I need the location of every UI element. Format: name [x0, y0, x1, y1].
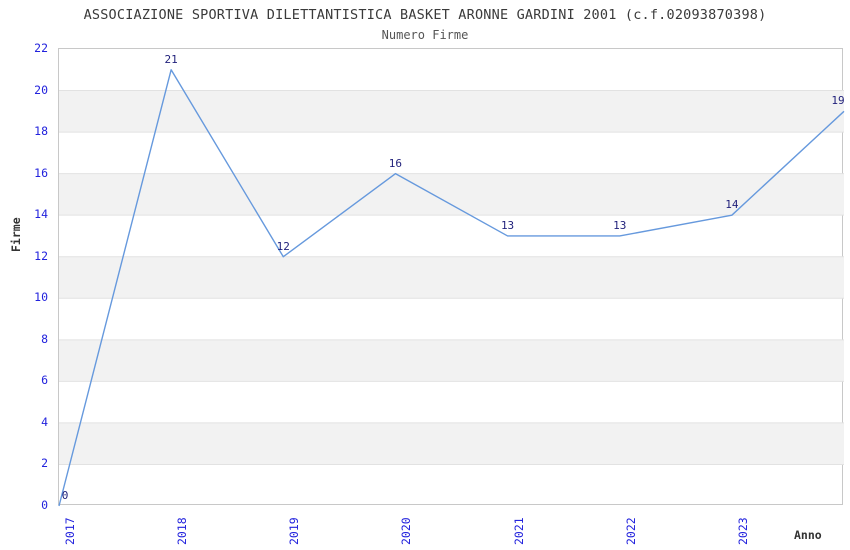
data-point-label: 12 — [276, 239, 290, 253]
y-axis-tick-label: 6 — [41, 373, 48, 388]
plot-canvas — [58, 69, 845, 507]
data-point-label: 16 — [388, 156, 403, 170]
grid-band — [59, 339, 844, 382]
plot-area: 0 21 12 16 13 13 14 19 — [58, 48, 845, 507]
grid-band — [59, 256, 844, 299]
data-point-label: 21 — [164, 52, 178, 66]
x-axis-tick-label: 2018 — [175, 517, 190, 545]
data-point-label: 13 — [613, 218, 627, 232]
x-axis-tick-label: 2021 — [511, 517, 526, 545]
grid-band — [59, 173, 844, 216]
y-axis-tick-label: 22 — [34, 41, 48, 55]
x-axis-tick-label: 2023 — [735, 517, 750, 545]
y-axis-title: Firme — [9, 217, 23, 252]
x-axis-tick-label: 2017 — [63, 517, 77, 545]
grid-band — [59, 90, 844, 133]
y-axis-tick-label: 10 — [34, 290, 48, 305]
y-axis-tick-label: 16 — [34, 165, 48, 180]
y-axis-tick-label: 0 — [41, 498, 48, 512]
y-axis-tick-label: 2 — [41, 456, 48, 471]
x-axis-tick-label: 2020 — [399, 517, 414, 545]
data-series-line — [58, 69, 845, 507]
data-point-label: 14 — [725, 198, 739, 212]
data-point-label: 0 — [61, 489, 69, 502]
y-axis-tick-label: 20 — [34, 82, 48, 97]
x-axis-tick-label: 2019 — [287, 517, 302, 545]
chart-title: ASSOCIAZIONE SPORTIVA DILETTANTISTICA BA… — [83, 7, 767, 23]
data-point-label: 13 — [500, 218, 515, 232]
chart-subtitle: Numero Firme — [381, 28, 469, 42]
y-axis-tick-label: 8 — [41, 331, 48, 346]
y-axis-tick-label: 12 — [34, 248, 48, 263]
grid-band — [59, 422, 844, 465]
x-axis-tick-label: 2022 — [623, 517, 638, 545]
y-axis-tick-label: 4 — [41, 414, 48, 429]
x-axis-title: Anno — [794, 528, 822, 542]
data-point-label: 19 — [831, 94, 845, 108]
y-axis-tick-label: 14 — [34, 207, 48, 222]
y-axis-tick-label: 18 — [34, 124, 48, 139]
